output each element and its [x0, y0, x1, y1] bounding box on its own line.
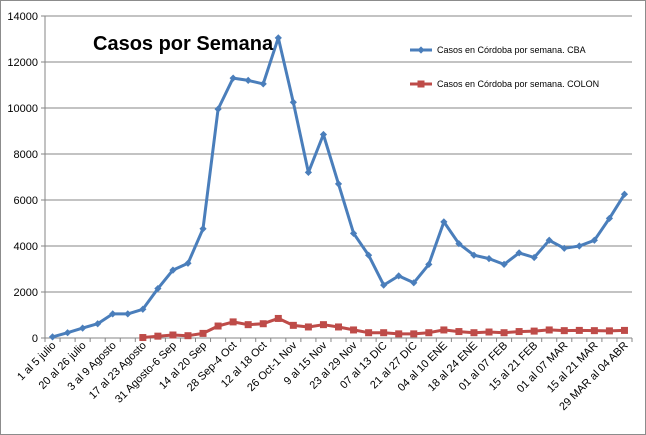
- data-point-cba: [63, 329, 72, 337]
- data-point-colon: [560, 327, 568, 335]
- y-tick-label: 14000: [7, 11, 38, 23]
- data-point-cba: [319, 130, 328, 139]
- data-point-cba: [590, 236, 598, 244]
- data-point-cba: [440, 218, 448, 226]
- data-point-colon: [274, 314, 282, 322]
- data-point-cba: [560, 244, 568, 252]
- data-point-cba: [470, 251, 478, 259]
- data-point-cba: [229, 74, 237, 82]
- data-point-colon: [199, 329, 207, 337]
- data-point-colon: [214, 322, 222, 330]
- data-point-cba: [169, 266, 177, 274]
- data-point-colon: [229, 318, 237, 326]
- data-point-colon: [425, 329, 433, 337]
- data-point-cba: [515, 249, 523, 257]
- data-point-colon: [455, 328, 463, 336]
- data-point-colon: [470, 329, 478, 337]
- data-point-cba: [109, 310, 117, 318]
- data-point-colon: [485, 328, 493, 336]
- data-point-cba: [530, 253, 538, 262]
- y-tick-label: 2000: [14, 287, 38, 299]
- data-point-colon: [244, 321, 252, 329]
- data-point-cba: [349, 229, 358, 237]
- data-point-cba: [259, 80, 267, 88]
- y-tick-label: 0: [32, 333, 38, 345]
- data-point-colon: [605, 327, 613, 335]
- data-point-colon: [590, 327, 598, 335]
- data-point-colon: [365, 329, 373, 337]
- data-point-cba: [139, 305, 147, 313]
- data-point-colon: [169, 331, 177, 339]
- data-point-cba: [365, 251, 373, 259]
- data-point-cba: [605, 214, 614, 222]
- data-point-colon: [319, 321, 327, 329]
- data-point-colon: [259, 320, 267, 328]
- chart-title: Casos por Semana: [93, 33, 274, 55]
- y-axis-ticks: 0 2000 4000 6000 8000 10000 12000 14000: [7, 11, 45, 345]
- data-point-cba: [575, 242, 583, 250]
- data-point-cba: [244, 76, 252, 84]
- y-tick-label: 8000: [14, 149, 38, 161]
- data-point-colon: [530, 327, 538, 335]
- data-point-cba: [545, 236, 553, 244]
- data-point-colon: [515, 328, 523, 336]
- series-markers: [48, 34, 629, 342]
- grid-lines: [45, 15, 632, 293]
- data-point-cba: [455, 240, 463, 248]
- data-point-colon: [410, 330, 418, 338]
- data-point-colon: [545, 326, 553, 334]
- data-point-cba: [425, 260, 433, 268]
- legend-marker: [417, 46, 425, 54]
- legend: Casos en Córdoba por semana. CBA Casos en…: [410, 45, 599, 89]
- data-point-colon: [500, 329, 508, 337]
- data-point-cba: [620, 190, 629, 198]
- data-point-cba: [214, 105, 222, 113]
- y-tick-label: 12000: [7, 57, 38, 69]
- data-point-colon: [350, 326, 358, 334]
- data-point-colon: [304, 323, 312, 331]
- data-point-colon: [289, 321, 297, 329]
- data-point-cba: [94, 320, 102, 328]
- data-point-cba: [48, 333, 57, 341]
- data-point-cba: [289, 98, 297, 106]
- data-point-cba: [304, 168, 312, 176]
- legend-marker: [417, 80, 425, 88]
- data-point-colon: [440, 326, 448, 334]
- data-point-cba: [410, 279, 418, 287]
- data-point-cba: [154, 284, 162, 293]
- data-point-cba: [274, 34, 282, 42]
- axes: [44, 16, 632, 339]
- data-point-cba: [395, 272, 403, 280]
- data-point-cba: [184, 259, 192, 267]
- data-point-colon: [380, 329, 388, 337]
- data-point-cba: [485, 255, 493, 263]
- data-point-colon: [154, 332, 162, 340]
- data-point-cba: [124, 310, 132, 318]
- y-tick-label: 4000: [14, 241, 38, 253]
- data-point-cba: [199, 225, 207, 233]
- data-point-colon: [139, 334, 147, 342]
- data-point-cba: [334, 180, 343, 188]
- data-point-colon: [620, 326, 628, 334]
- data-point-colon: [575, 326, 583, 334]
- legend-label: Casos en Córdoba por semana. CBA: [437, 45, 586, 55]
- y-tick-label: 10000: [7, 103, 38, 115]
- data-point-cba: [380, 281, 388, 289]
- data-point-colon: [395, 330, 403, 338]
- data-point-cba: [500, 260, 508, 268]
- y-tick-label: 6000: [14, 195, 38, 207]
- data-point-cba: [79, 324, 87, 332]
- data-point-colon: [184, 332, 192, 340]
- legend-label: Casos en Córdoba por semana. COLON: [437, 79, 599, 89]
- data-point-colon: [335, 323, 342, 331]
